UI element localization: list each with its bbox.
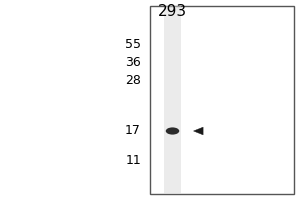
Text: 28: 28	[125, 73, 141, 86]
Bar	[164, 6, 181, 194]
Text: 293: 293	[158, 4, 187, 20]
Ellipse shape	[166, 127, 179, 135]
Polygon shape	[194, 127, 203, 135]
Bar	[150, 6, 294, 194]
Text: 17: 17	[125, 123, 141, 136]
Text: 55: 55	[125, 38, 141, 50]
Text: 11: 11	[125, 154, 141, 166]
Text: 36: 36	[125, 55, 141, 68]
